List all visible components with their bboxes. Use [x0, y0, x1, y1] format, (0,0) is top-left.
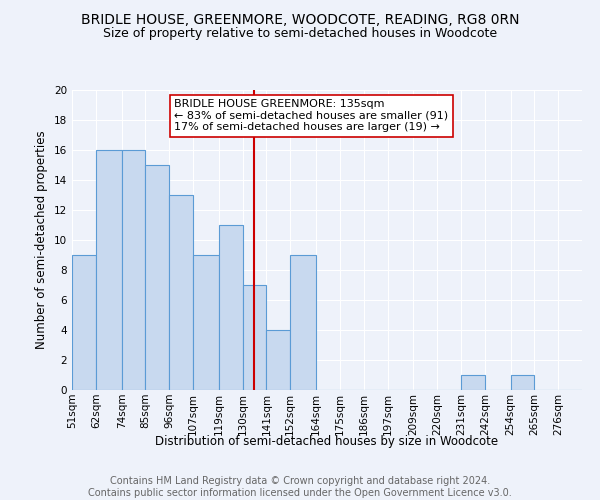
Bar [219, 225, 243, 390]
Text: Contains HM Land Registry data © Crown copyright and database right 2024.
Contai: Contains HM Land Registry data © Crown c… [88, 476, 512, 498]
Text: Distribution of semi-detached houses by size in Woodcote: Distribution of semi-detached houses by … [155, 435, 499, 448]
Bar [461, 375, 485, 390]
Bar [145, 165, 169, 390]
Text: BRIDLE HOUSE GREENMORE: 135sqm
← 83% of semi-detached houses are smaller (91)
17: BRIDLE HOUSE GREENMORE: 135sqm ← 83% of … [174, 99, 448, 132]
Bar [193, 255, 219, 390]
Bar [169, 195, 193, 390]
Bar [511, 375, 535, 390]
Y-axis label: Number of semi-detached properties: Number of semi-detached properties [35, 130, 49, 350]
Bar [122, 150, 145, 390]
Bar [72, 255, 96, 390]
Text: BRIDLE HOUSE, GREENMORE, WOODCOTE, READING, RG8 0RN: BRIDLE HOUSE, GREENMORE, WOODCOTE, READI… [81, 12, 519, 26]
Text: Size of property relative to semi-detached houses in Woodcote: Size of property relative to semi-detach… [103, 28, 497, 40]
Bar [96, 150, 122, 390]
Bar [243, 285, 266, 390]
Bar [290, 255, 316, 390]
Bar [266, 330, 290, 390]
